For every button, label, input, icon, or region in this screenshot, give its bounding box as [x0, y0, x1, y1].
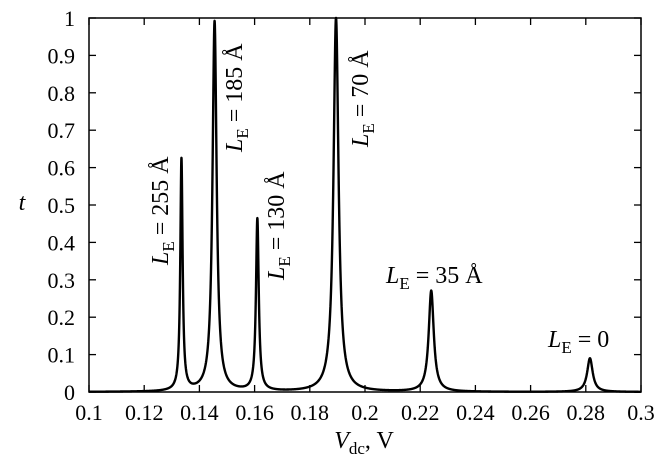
peak-label-35-rest: = 35 Å: [410, 263, 484, 289]
x-tick-label: 0.2: [351, 400, 379, 425]
peak-label-185-sub: E: [233, 128, 252, 138]
peak-label-130-sub: E: [275, 256, 294, 266]
x-tick-label: 0.24: [456, 400, 495, 425]
peak-label-70-rest: = 70 Å: [348, 50, 374, 124]
y-tick-label: 0.9: [48, 43, 76, 68]
y-tick-label: 0.3: [48, 268, 76, 293]
y-tick-label: 0.4: [48, 230, 76, 255]
x-axis-title-rest: , V: [365, 428, 395, 454]
peak-label-255-rest: = 255 Å: [148, 156, 174, 242]
y-tick-label: 0.2: [48, 305, 76, 330]
peak-label-130-rest: = 130 Å: [264, 171, 290, 257]
x-tick-label: 0.28: [567, 400, 606, 425]
x-tick-label: 0.22: [401, 400, 440, 425]
x-tick-label: 0.12: [125, 400, 164, 425]
peak-label-35-sub: E: [399, 274, 409, 293]
x-axis-title-sub: dc: [349, 439, 366, 458]
peak-label-0-sub: E: [561, 338, 571, 357]
peak-label-70-main: L: [348, 134, 374, 148]
peak-label-255-sub: E: [159, 241, 178, 251]
peak-label-35-main: L: [385, 263, 399, 289]
y-tick-label: 0.8: [48, 81, 76, 106]
peak-label-35: LE = 35 Å: [385, 263, 483, 293]
peak-label-185-main: L: [222, 139, 248, 153]
y-tick-label: 0.7: [48, 118, 76, 143]
y-tick-label: 0.6: [48, 156, 76, 181]
x-axis-title: Vdc, V: [334, 428, 394, 458]
transmission-curve: [87, 16, 642, 393]
x-tick-label: 0.18: [291, 400, 330, 425]
y-tick-label: 1: [64, 6, 75, 31]
peak-label-255: LE = 255 Å: [148, 156, 178, 266]
peak-label-70-sub: E: [359, 123, 378, 133]
x-tick-label: 0.1: [75, 400, 103, 425]
y-axis-title: t: [19, 190, 27, 216]
peak-label-185-rest: = 185 Å: [222, 43, 248, 129]
peak-label-255-main: L: [148, 252, 174, 266]
peak-label-130-main: L: [264, 267, 290, 281]
x-tick-label: 0.26: [511, 400, 550, 425]
x-axis-title-main: V: [334, 428, 351, 454]
peak-label-0-main: L: [547, 327, 561, 353]
peak-label-0: LE = 0: [547, 327, 609, 357]
y-tick-label: 0.1: [48, 343, 76, 368]
x-tick-label: 0.14: [180, 400, 219, 425]
peak-label-0-rest: = 0: [572, 327, 610, 353]
x-tick-label: 0.3: [627, 400, 655, 425]
y-tick-label: 0: [64, 380, 75, 405]
x-tick-labels: 0.1 0.12 0.14 0.16 0.18 0.2 0.22 0.24 0.26 0.28 0.…: [75, 400, 655, 425]
peak-label-185: LE = 185 Å: [222, 43, 252, 153]
y-tick-labels: 0 0.1 0.2 0.3 0.4 0.5 0.6 0.7 0.8 0.9 1: [48, 6, 76, 405]
y-tick-label: 0.5: [48, 193, 76, 218]
peak-label-70: LE = 70 Å: [348, 50, 378, 148]
x-tick-label: 0.16: [235, 400, 274, 425]
peak-label-130: LE = 130 Å: [264, 171, 294, 281]
